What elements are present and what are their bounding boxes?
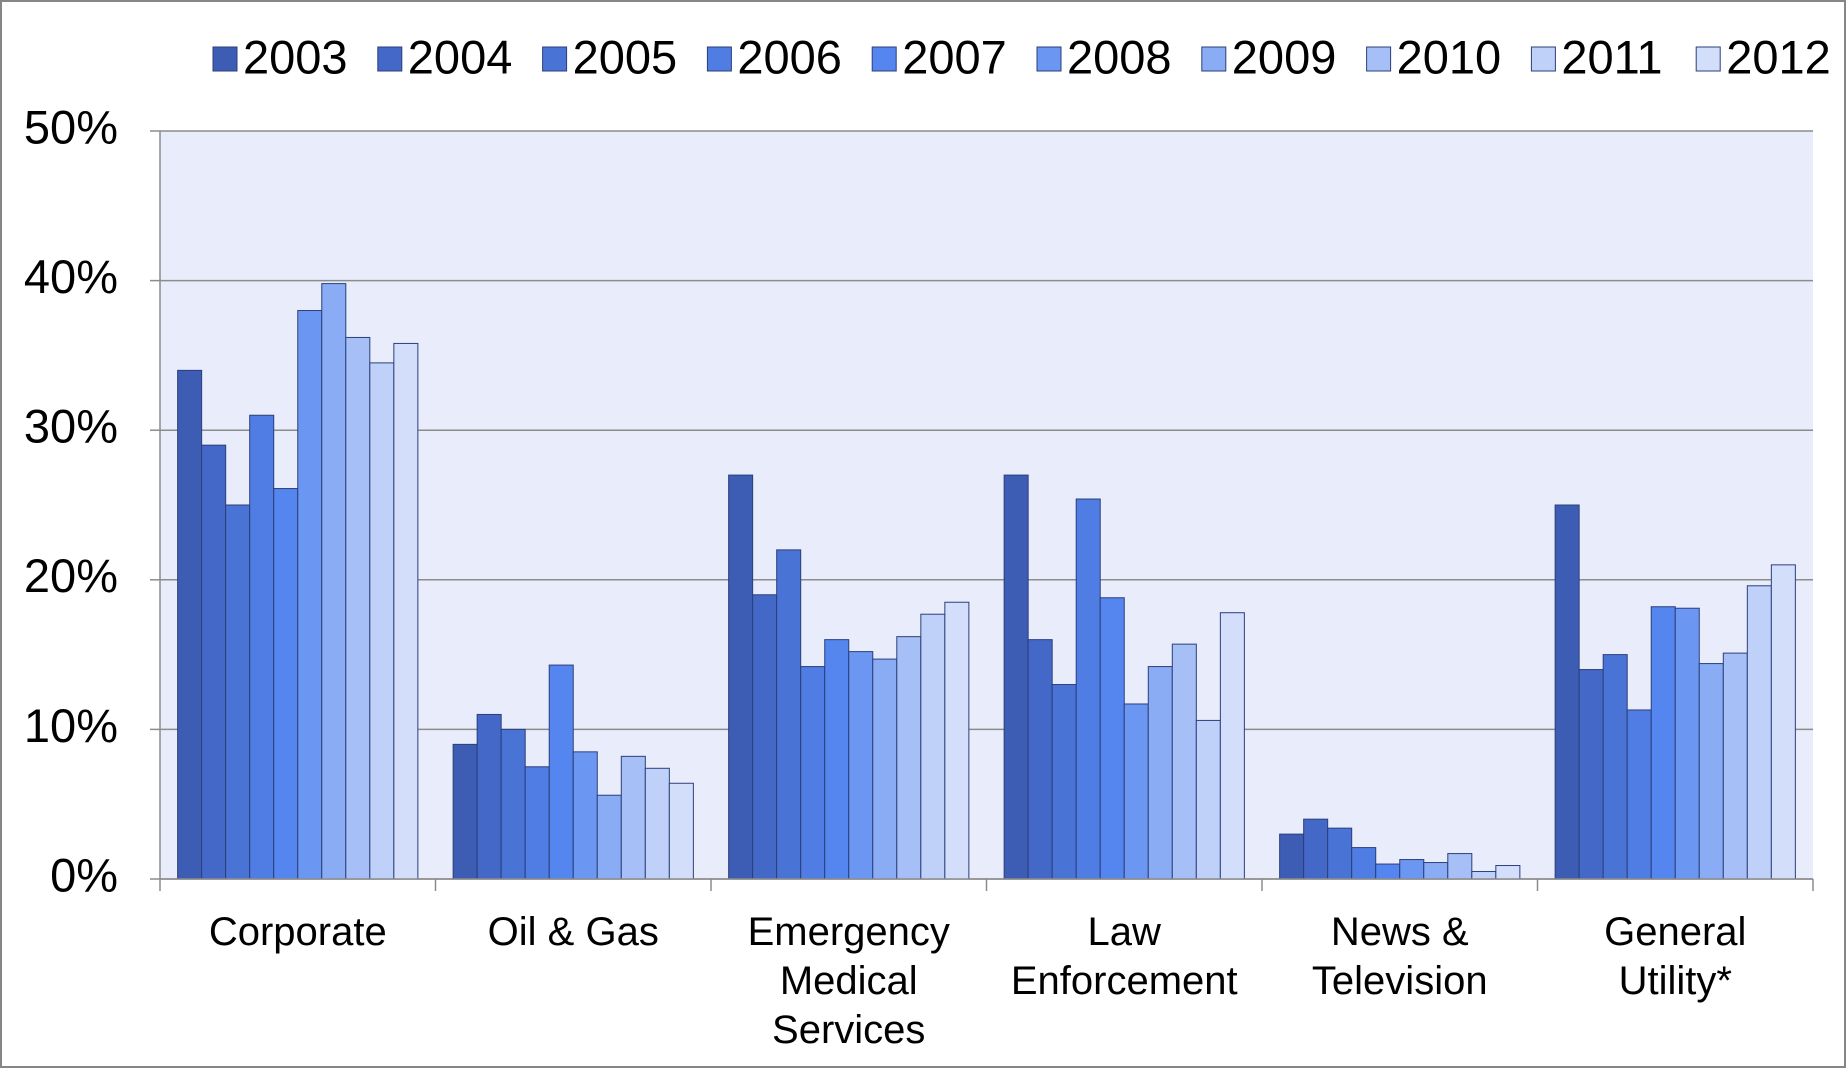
legend-swatch <box>1201 46 1227 72</box>
bar <box>1554 504 1580 880</box>
bar <box>620 755 646 880</box>
bar <box>776 549 802 880</box>
bar <box>1147 666 1173 880</box>
x-tick-label: Corporate <box>208 910 387 954</box>
x-tick-label: Law Enforcement <box>1010 910 1238 1003</box>
y-tick-label: 50% <box>24 100 118 153</box>
y-tick-label: 40% <box>24 250 118 303</box>
legend-label: 2009 <box>1232 30 1337 83</box>
bar <box>1027 639 1053 880</box>
bar <box>1447 853 1473 880</box>
bar <box>596 794 622 880</box>
bar <box>297 310 323 880</box>
bar <box>824 639 850 880</box>
legend-swatch <box>706 46 732 72</box>
bar <box>1051 684 1077 880</box>
bar <box>1219 612 1245 880</box>
legend-label: 2008 <box>1067 30 1172 83</box>
bar <box>249 414 275 880</box>
bar <box>273 488 299 880</box>
bar <box>177 369 203 880</box>
bar <box>1674 607 1700 880</box>
bar <box>752 594 778 880</box>
legend-label: 2010 <box>1397 30 1502 83</box>
legend-swatch <box>1036 46 1062 72</box>
bar <box>1626 709 1652 880</box>
bar <box>1722 652 1748 880</box>
bar <box>201 444 227 880</box>
bar <box>1123 703 1149 880</box>
bar <box>896 636 922 880</box>
bar <box>393 342 419 880</box>
legend-label: 2012 <box>1726 30 1831 83</box>
bar <box>548 664 574 880</box>
legend-swatch <box>871 46 897 72</box>
bar <box>1578 669 1604 880</box>
bar <box>1495 865 1521 880</box>
bar <box>1075 498 1101 880</box>
bar <box>848 651 874 880</box>
bar <box>524 766 550 880</box>
y-tick-label: 10% <box>24 699 118 752</box>
legend-label: 2005 <box>573 30 678 83</box>
bar <box>225 504 251 880</box>
legend-label: 2004 <box>408 30 513 83</box>
bar <box>1770 564 1796 880</box>
bar <box>345 336 371 880</box>
bar <box>1746 585 1772 880</box>
bar <box>572 751 598 880</box>
bar <box>872 658 898 880</box>
bar <box>1327 827 1353 880</box>
bar <box>452 743 478 880</box>
bar <box>1171 643 1197 880</box>
bar <box>1099 597 1125 880</box>
bar <box>920 613 946 880</box>
bar <box>1399 859 1425 880</box>
bar <box>1471 871 1497 880</box>
bar <box>1698 663 1724 880</box>
x-tick-label: Emergency Medical Services <box>747 910 950 1052</box>
y-tick-label: 0% <box>50 848 118 901</box>
y-tick-label: 20% <box>24 549 118 602</box>
y-tick-label: 30% <box>24 400 118 453</box>
bar <box>1650 606 1676 880</box>
bar <box>1375 863 1401 880</box>
x-tick-label: General Utility* <box>1604 910 1747 1003</box>
bar <box>1303 818 1329 880</box>
bar <box>1351 847 1377 880</box>
legend-swatch <box>1530 46 1556 72</box>
bar <box>1195 719 1221 880</box>
bar <box>1602 654 1628 880</box>
legend-label: 2011 <box>1561 30 1662 83</box>
legend-swatch <box>542 46 568 72</box>
bar <box>944 601 970 880</box>
bar <box>800 666 826 880</box>
x-tick-label: News & Television <box>1311 910 1488 1003</box>
legend-label: 2007 <box>902 30 1007 83</box>
bar <box>728 474 754 880</box>
bar <box>668 782 694 880</box>
legend-swatch <box>212 46 238 72</box>
legend-swatch <box>377 46 403 72</box>
bar <box>1423 862 1449 880</box>
legend-swatch <box>1366 46 1392 72</box>
bar <box>476 713 502 880</box>
x-tick-label: Oil & Gas <box>487 910 659 954</box>
bar <box>1003 474 1029 880</box>
bar <box>644 767 670 880</box>
bar <box>500 728 526 880</box>
bar <box>321 283 347 880</box>
legend-swatch <box>1695 46 1721 72</box>
legend-label: 2006 <box>737 30 842 83</box>
bar <box>369 362 395 880</box>
plot-area <box>160 131 1813 879</box>
legend-label: 2003 <box>243 30 348 83</box>
bar <box>1279 833 1305 880</box>
